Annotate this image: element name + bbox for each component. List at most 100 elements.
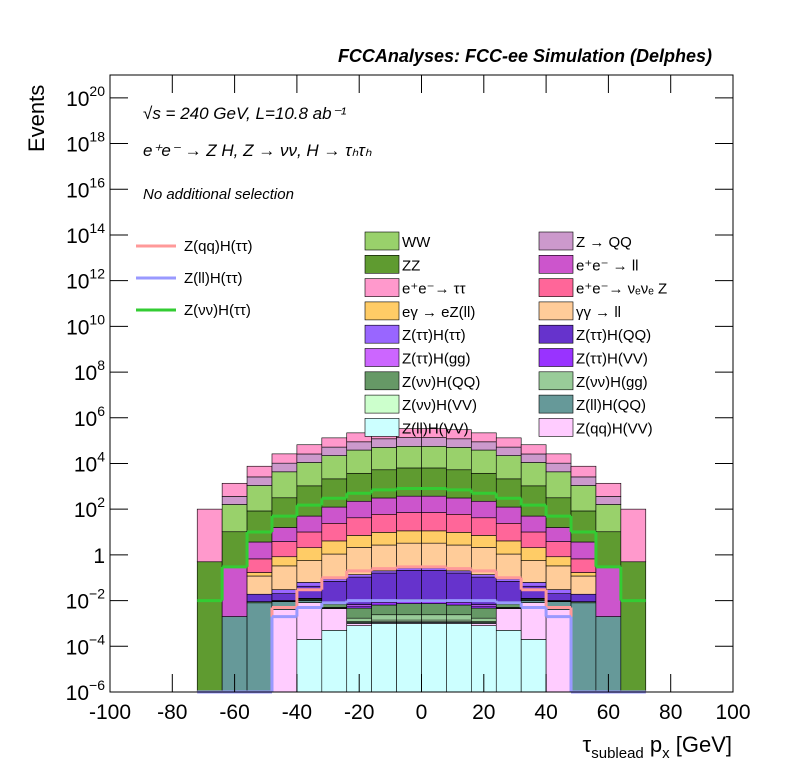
histogram-bar: [247, 576, 272, 594]
histogram-bar: [546, 472, 571, 498]
histogram-bar: [471, 618, 496, 621]
histogram-bar: [247, 559, 272, 573]
y-tick-exponent: 20: [89, 83, 105, 99]
legend-label: Z(ττ)H(VV): [576, 351, 648, 368]
legend-swatch: [365, 372, 399, 390]
histogram-bar: [546, 557, 571, 566]
histogram-bar: [546, 542, 571, 557]
histogram-bar: [496, 438, 521, 447]
histogram-bar: [397, 468, 422, 496]
histogram-bar: [297, 600, 322, 602]
histogram-bar: [546, 566, 571, 590]
chart-title: FCCAnalyses: FCC-ee Simulation (Delphes): [338, 46, 712, 66]
histogram-bar: [521, 445, 546, 454]
histogram-bar: [347, 473, 372, 501]
histogram-bar: [496, 604, 521, 607]
x-tick-label: 20: [472, 701, 495, 724]
histogram-bar: [521, 548, 546, 561]
histogram-bar: [322, 581, 347, 601]
x-tick-label: 40: [534, 701, 557, 724]
y-tick-base: 10: [66, 134, 89, 157]
histogram-bar: [521, 486, 546, 516]
histogram-bar: [322, 438, 347, 447]
histogram-bar: [397, 513, 422, 531]
histogram-bar: [571, 559, 596, 573]
x-tick-label: -40: [282, 701, 312, 724]
histogram-bar: [571, 466, 596, 477]
legend-label: e⁺e⁻→ νₑνₑ Z: [576, 281, 667, 298]
histogram-bar: [422, 623, 447, 692]
histogram-bar: [422, 438, 447, 447]
histogram-bar: [372, 439, 397, 448]
histogram-bar: [322, 554, 347, 579]
legend-swatch: [365, 349, 399, 367]
histogram-bar: [446, 623, 471, 692]
legend-label: Z(qq)H(VV): [576, 420, 653, 437]
x-tick-label: 100: [715, 701, 750, 724]
y-tick-exponent: 14: [89, 220, 105, 236]
histogram-bar: [471, 608, 496, 618]
histogram-bar: [596, 532, 621, 567]
histogram-bar: [297, 462, 322, 485]
histogram-bar: [571, 511, 596, 542]
legend-label: Z(ll)H(QQ): [576, 397, 646, 414]
x-tick-label: -100: [89, 701, 131, 724]
histogram-bar: [471, 501, 496, 517]
histogram-bar: [496, 523, 521, 541]
histogram-bar: [422, 468, 447, 496]
legend-label: Z(ττ)H(ττ): [402, 327, 466, 344]
legend-label: Z(ττ)H(QQ): [576, 327, 651, 344]
y-tick-base: 10: [66, 88, 89, 111]
histogram-bar: [297, 586, 322, 598]
y-tick-exponent: −6: [89, 677, 105, 693]
histogram-bar: [397, 531, 422, 543]
histogram-bar: [247, 573, 272, 576]
y-tick-exponent: −2: [89, 586, 105, 602]
histogram-bar: [496, 507, 521, 523]
histogram-bar: [297, 532, 322, 548]
histogram-bar: [446, 605, 471, 615]
histogram-bar: [272, 594, 297, 601]
histogram-bar: [372, 470, 397, 498]
histogram-bar: [496, 581, 521, 601]
x-axis-label-part: p: [644, 732, 662, 757]
histogram-bar: [272, 542, 297, 557]
histogram-bar: [272, 454, 297, 463]
histogram-bar: [546, 463, 571, 472]
histogram-bar: [446, 545, 471, 571]
x-axis-label-part: sublead: [591, 745, 644, 762]
histogram-bar: [471, 518, 496, 536]
histogram-bar: [347, 501, 372, 517]
histogram-bar: [347, 608, 372, 618]
y-tick-exponent: 16: [89, 174, 105, 190]
legend-swatch: [539, 372, 573, 390]
histogram-bar: [521, 462, 546, 485]
annotation: e⁺e⁻ → Z H, Z → νν, H → τₕτₕ: [143, 141, 372, 160]
y-tick-base: 10: [66, 591, 89, 614]
histogram-bar: [471, 575, 496, 577]
y-axis-label: Events: [24, 85, 49, 152]
histogram-bar: [322, 541, 347, 554]
histogram-bar: [322, 579, 347, 582]
histogram-bar: [571, 486, 596, 511]
histogram-bar: [521, 532, 546, 548]
x-tick-label: 0: [416, 701, 428, 724]
histogram-bar: [247, 594, 272, 601]
histogram-bar: [372, 615, 397, 620]
x-axis-label-part: τ: [583, 732, 592, 757]
histogram-bar: [496, 447, 521, 456]
histogram-bar: [571, 542, 596, 559]
histogram-bar: [596, 483, 621, 496]
histogram-bar: [247, 466, 272, 477]
histogram-bar: [446, 447, 471, 469]
legend-label: ZZ: [402, 257, 420, 274]
histogram-bar: [521, 639, 546, 692]
histogram-bar: [347, 535, 372, 547]
legend-swatch: [365, 302, 399, 320]
legend-label: Z → QQ: [576, 234, 632, 251]
histogram-bar: [446, 571, 471, 573]
histogram-bar: [446, 532, 471, 545]
legend-label: e⁺e⁻ → ll: [576, 257, 639, 274]
x-tick-label: 80: [659, 701, 682, 724]
